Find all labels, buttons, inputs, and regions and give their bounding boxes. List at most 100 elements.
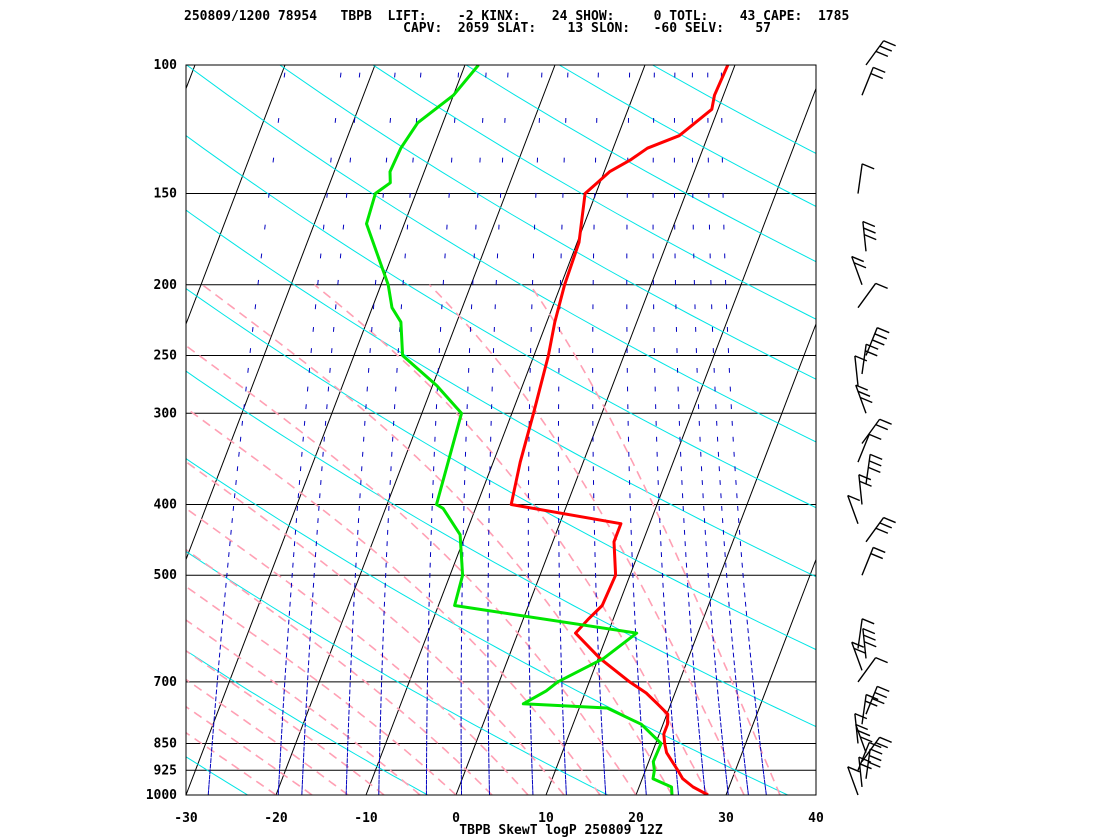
temperature-axis: -30 -20 -10 0 10 20 30 40	[174, 811, 824, 826]
wind-barb-feather	[858, 474, 872, 481]
wind-barb-feather	[875, 657, 888, 664]
header-line-1: 250809/1200 78954 TBPB LIFT: -2 KINX: 24…	[184, 9, 850, 24]
wind-barb	[861, 343, 879, 375]
wind-barb-staff	[851, 256, 863, 285]
mixing-ratio-dash	[739, 722, 742, 728]
wind-barb	[862, 220, 877, 252]
wind-barb-feather	[872, 66, 886, 74]
pressure-tick-label: 100	[154, 58, 178, 73]
wind-barb	[857, 163, 875, 194]
dry-adiabat-line	[186, 649, 428, 795]
wind-barbs	[847, 40, 896, 796]
mixing-ratio-dash	[723, 752, 725, 758]
moist-adiabat-line	[201, 284, 673, 795]
dry-adiabat-line	[465, 65, 816, 263]
mixing-ratio-dash	[760, 752, 763, 758]
wind-barb-staff	[851, 641, 863, 671]
plot-frame	[185, 64, 817, 796]
wind-barb-feather	[879, 418, 892, 425]
wind-barb-staff	[857, 434, 870, 463]
mixing-ratio-dash	[334, 117, 337, 123]
wind-barb-feather	[862, 220, 876, 228]
isotherm-line	[186, 65, 286, 326]
pressure-axis: 100 150 200 250 300 400 500 700 850 925 1000	[146, 58, 177, 803]
wind-barb-feather	[875, 742, 889, 749]
isotherm-line	[0, 65, 15, 795]
wind-barb-feather	[870, 72, 884, 80]
mixing-ratio-dash	[761, 758, 763, 764]
mixing-ratio-dash	[330, 157, 332, 163]
wind-barb-staff	[855, 724, 867, 753]
wind-barb-feather	[847, 766, 861, 773]
mixing-ratio-dash	[238, 451, 240, 457]
mixing-ratio-dash	[243, 404, 245, 410]
isotherm-line	[186, 65, 376, 561]
wind-barb	[851, 255, 867, 285]
wind-barb	[861, 736, 892, 763]
mixing-ratio-dash	[272, 157, 275, 163]
wind-barb	[854, 712, 868, 744]
mixing-ratio-dash	[724, 763, 726, 769]
mixing-ratio-dash	[746, 785, 749, 790]
wind-barb	[857, 741, 882, 771]
mixing-ratio-dash	[739, 716, 741, 722]
wind-barb-feather	[875, 282, 888, 290]
wind-barb-feather	[883, 40, 896, 47]
isotherm-line	[365, 65, 646, 795]
wind-barb-feather	[851, 255, 865, 263]
wind-barb-feather	[876, 327, 890, 334]
wind-barb-staff	[847, 495, 859, 524]
wind-barb-staff	[865, 40, 885, 66]
mixing-ratio-dash	[251, 326, 254, 332]
mixing-ratio-dash	[277, 117, 280, 123]
mixing-ratio-dash	[339, 72, 342, 78]
temperature-tick-label: 0	[452, 811, 460, 826]
wind-barb-feather	[868, 761, 881, 768]
mixing-ratio-dash	[239, 436, 242, 442]
moist-adiabat-line	[186, 678, 349, 795]
wind-barb	[855, 723, 873, 753]
pressure-tick-label: 700	[154, 675, 178, 690]
wind-barb-feather	[862, 627, 876, 635]
mixing-ratio-dash	[326, 192, 328, 198]
wind-barb-feather	[859, 736, 873, 743]
wind-barb-feather	[876, 685, 890, 693]
isotherm-line	[635, 322, 816, 795]
mixing-ratio-dash	[254, 304, 257, 310]
wind-barb-staff	[858, 474, 863, 505]
mixing-ratio-dash	[753, 689, 756, 695]
mixing-ratio-dash	[257, 279, 260, 285]
wind-barb-staff	[861, 418, 881, 444]
mixing-ratio-dash	[349, 157, 352, 163]
mixing-ratio-dash	[762, 769, 765, 775]
temperature-tick-label: 10	[538, 811, 554, 826]
temperature-tick-label: 20	[628, 811, 644, 826]
mixing-ratio-dash	[755, 709, 758, 715]
mixing-ratio-dash	[260, 253, 263, 259]
dry-adiabat-line	[186, 287, 816, 651]
wind-barb-staff	[847, 766, 859, 796]
wind-barb-staff	[865, 454, 871, 485]
wind-barb-feather	[857, 730, 871, 737]
mixing-ratio-dash	[744, 763, 746, 769]
wind-barb-staff	[854, 355, 859, 386]
temperature-tick-label: -30	[174, 811, 198, 826]
mixing-ratio-dash	[759, 746, 762, 752]
dry-adiabat-line	[186, 756, 248, 795]
moist-adiabat-line	[186, 407, 601, 795]
temperature-line	[509, 65, 730, 795]
header-line-2: CAPV: 2059 SLAT: 13 SLON: -60 SELV: 57	[184, 21, 771, 36]
wind-barb-feather	[847, 494, 861, 502]
wind-barb-feather	[859, 763, 872, 770]
mixing-ratio-dash	[764, 785, 767, 790]
mixing-ratio-dash	[726, 779, 728, 785]
moist-adiabat-line	[186, 705, 313, 795]
wind-barb	[847, 494, 861, 524]
temperature-tick-label: 30	[718, 811, 734, 826]
temperature-tick-label: -10	[354, 811, 378, 826]
isotherm-line	[815, 793, 816, 795]
wind-barb-staff	[865, 327, 878, 356]
mixing-ratio-dash	[754, 703, 757, 709]
wind-barb-feather	[853, 262, 867, 269]
mixing-ratio-dash	[724, 769, 727, 775]
